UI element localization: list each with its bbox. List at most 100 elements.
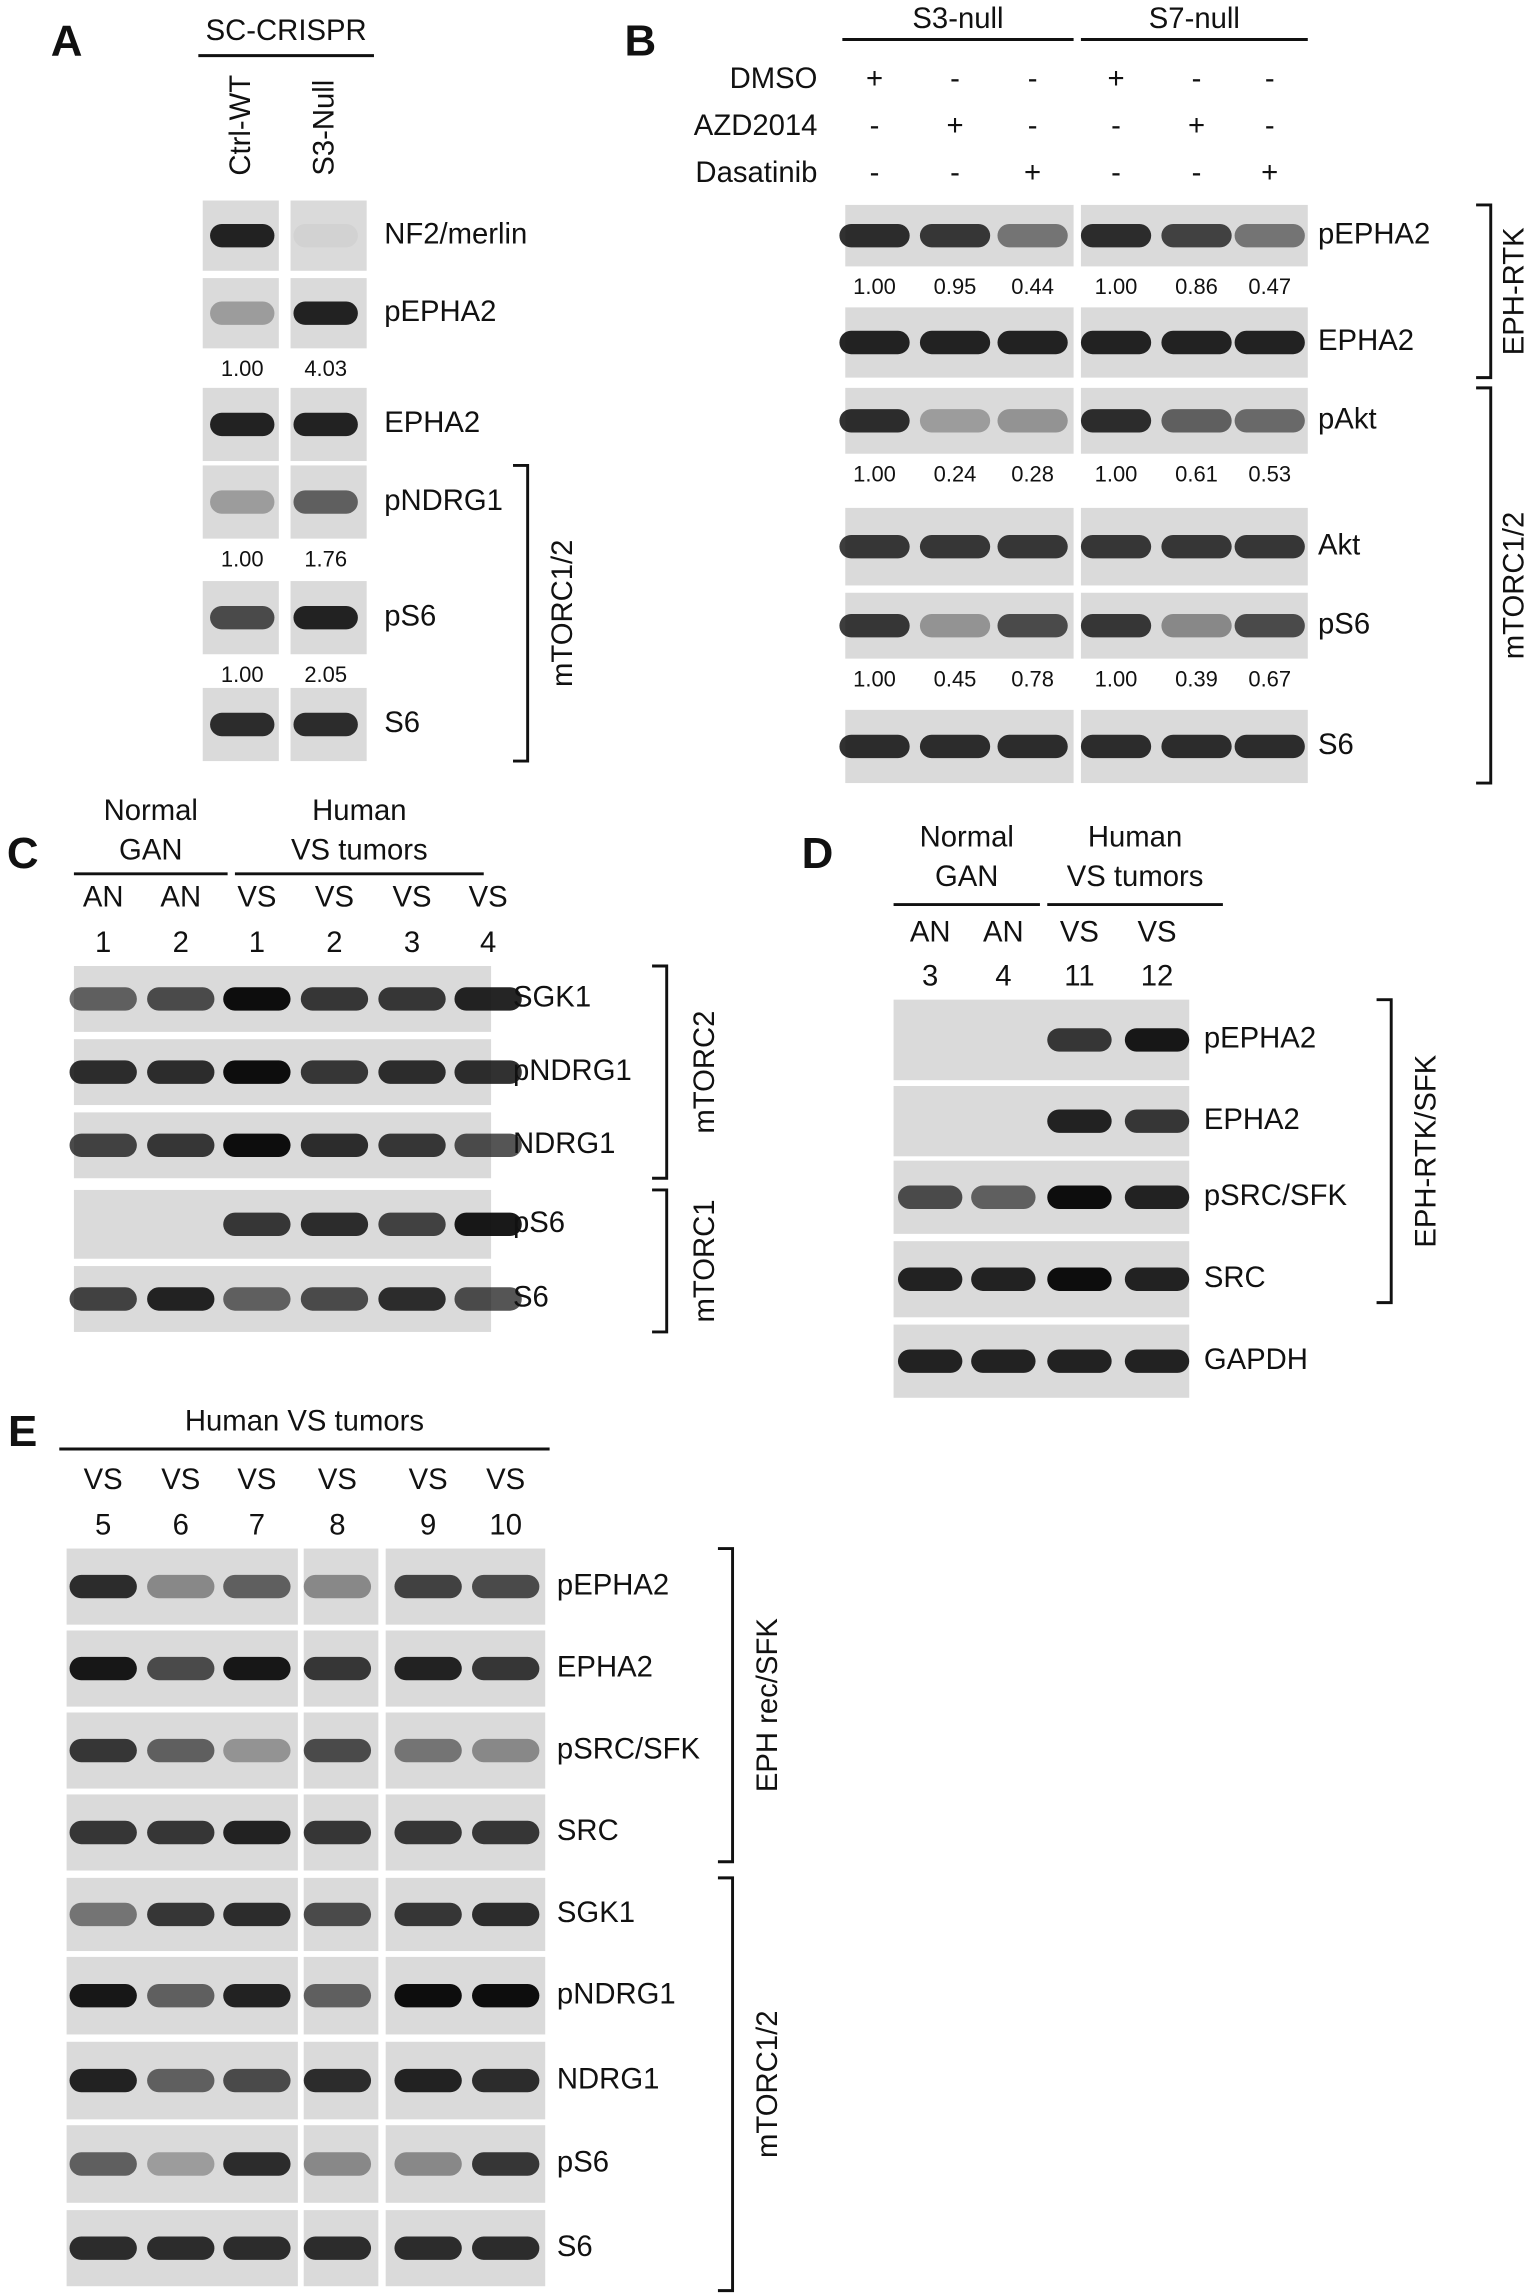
band xyxy=(69,1738,137,1763)
row-label: SGK1 xyxy=(513,982,591,1014)
band xyxy=(1047,1109,1112,1133)
band xyxy=(378,1133,446,1158)
row-label: pS6 xyxy=(384,600,436,632)
treatment-sign: - xyxy=(1028,63,1038,95)
band xyxy=(378,1060,446,1084)
treatment-label: Dasatinib xyxy=(695,157,817,189)
band xyxy=(1124,1109,1190,1133)
band xyxy=(1080,409,1152,433)
bracket-label: EPH-RTK/SFK xyxy=(1411,1054,1443,1247)
row-label: S6 xyxy=(557,2231,593,2263)
band xyxy=(897,1185,963,1209)
quantification: 0.24 xyxy=(934,461,977,486)
band xyxy=(1161,223,1232,248)
band xyxy=(472,2236,540,2260)
band xyxy=(210,412,275,437)
band xyxy=(472,1902,540,1927)
band xyxy=(1124,1267,1190,1291)
band xyxy=(303,1902,372,1927)
band xyxy=(839,534,910,559)
band xyxy=(223,2236,291,2260)
row-label: pS6 xyxy=(1318,608,1370,640)
band xyxy=(454,1287,522,1311)
band xyxy=(293,605,358,630)
lane-label: 2 xyxy=(326,927,342,959)
panel-letter: D xyxy=(802,829,834,878)
band xyxy=(69,1820,137,1845)
band xyxy=(997,330,1068,355)
group-header: VS tumors xyxy=(1067,861,1204,893)
band xyxy=(303,1983,372,2008)
band xyxy=(147,1060,215,1084)
band xyxy=(1047,1267,1112,1291)
band xyxy=(69,2068,137,2093)
lane-label: VS xyxy=(486,1464,525,1496)
group-header: Human xyxy=(1088,821,1182,853)
band xyxy=(472,1983,540,2008)
band xyxy=(1124,1349,1190,1373)
lane-label: VS xyxy=(409,1464,448,1496)
row-label: S6 xyxy=(1318,729,1354,761)
lane-label: VS xyxy=(1060,917,1099,949)
lane-label: VS xyxy=(315,881,354,913)
lane-label: VS xyxy=(84,1464,123,1496)
band xyxy=(69,1133,137,1158)
lane-label: 1 xyxy=(249,927,265,959)
band xyxy=(378,1212,446,1237)
band xyxy=(223,1212,291,1237)
band xyxy=(919,409,991,433)
band xyxy=(223,1983,291,2008)
bracket xyxy=(1476,386,1493,785)
treatment-sign: - xyxy=(1028,110,1038,142)
band xyxy=(210,301,275,325)
row-label: pEPHA2 xyxy=(384,296,496,328)
band xyxy=(69,1902,137,1927)
blot-strip xyxy=(290,200,367,271)
quantification: 0.95 xyxy=(934,274,977,299)
row-label: SRC xyxy=(557,1815,619,1847)
band xyxy=(300,1212,369,1237)
blot-strip xyxy=(202,278,279,349)
band xyxy=(1234,409,1305,433)
treatment-sign: - xyxy=(950,157,960,189)
bracket-label: mTORC1 xyxy=(689,1199,721,1322)
bracket-label: EPH rec/SFK xyxy=(752,1618,784,1792)
band xyxy=(1161,330,1232,355)
quantification: 1.00 xyxy=(1095,274,1138,299)
band xyxy=(69,1060,137,1084)
lane-label: AN xyxy=(910,917,951,949)
band xyxy=(1080,534,1152,559)
treatment-sign: - xyxy=(1192,157,1202,189)
lane-label: 4 xyxy=(480,927,496,959)
band xyxy=(997,734,1068,759)
band xyxy=(919,223,991,248)
lane-label: 2 xyxy=(173,927,189,959)
band xyxy=(293,412,358,437)
bracket-label: mTORC1/2 xyxy=(752,2011,784,2158)
quantification: 4.03 xyxy=(304,356,347,381)
band xyxy=(147,2236,215,2260)
lane-label: 9 xyxy=(420,1509,436,1541)
row-label: S6 xyxy=(384,707,420,739)
band xyxy=(223,1820,291,1845)
bracket-label: mTORC2 xyxy=(689,1011,721,1134)
band xyxy=(303,2068,372,2093)
band xyxy=(394,2152,462,2176)
treatment-label: AZD2014 xyxy=(694,110,818,142)
quantification: 0.47 xyxy=(1248,274,1291,299)
band xyxy=(1161,534,1232,559)
row-label: NDRG1 xyxy=(513,1128,615,1160)
band xyxy=(394,1656,462,1681)
band xyxy=(472,1574,540,1599)
group-header: VS tumors xyxy=(291,835,428,867)
band xyxy=(1080,223,1152,248)
treatment-sign: - xyxy=(950,63,960,95)
bracket xyxy=(1476,203,1493,380)
row-label: Akt xyxy=(1318,529,1360,561)
band xyxy=(839,330,910,355)
band xyxy=(1161,409,1232,433)
treatment-label: DMSO xyxy=(730,63,818,95)
lane-label: VS xyxy=(161,1464,200,1496)
band xyxy=(454,1133,522,1158)
treatment-sign: - xyxy=(870,110,880,142)
